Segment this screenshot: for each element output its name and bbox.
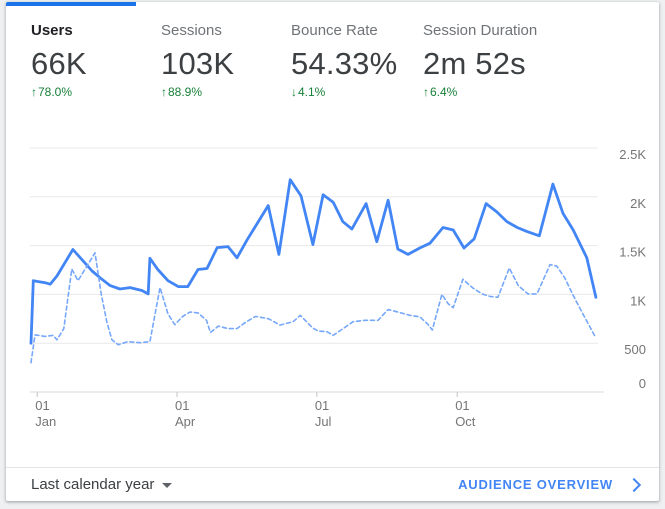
metric-value: 66K: [31, 46, 87, 81]
metric-delta: ↑78.0%: [31, 85, 87, 99]
metric-tab-sessions[interactable]: Sessions 103K ↑88.9%: [161, 22, 234, 99]
date-range-selector[interactable]: Last calendar year: [31, 476, 173, 493]
metric-label: Sessions: [161, 22, 222, 39]
metric-label: Bounce Rate: [291, 22, 378, 39]
chevron-right-icon: [626, 477, 642, 493]
metric-delta-value: 6.4%: [430, 85, 458, 99]
trend-up-icon: ↑: [423, 85, 429, 99]
metric-delta-value: 78.0%: [38, 85, 73, 99]
metric-delta-value: 88.9%: [168, 85, 203, 99]
trend-up-icon: ↑: [161, 85, 167, 99]
date-range-label: Last calendar year: [31, 476, 155, 493]
trend-down-icon: ↓: [291, 85, 297, 99]
metric-delta-value: 4.1%: [298, 85, 326, 99]
metric-tab-bounce-rate[interactable]: Bounce Rate 54.33% ↓4.1%: [291, 22, 397, 99]
card-footer: Last calendar year AUDIENCE OVERVIEW: [6, 467, 659, 501]
active-tab-indicator: [6, 2, 136, 6]
metric-delta: ↑6.4%: [423, 85, 537, 99]
audience-overview-link[interactable]: AUDIENCE OVERVIEW: [458, 477, 642, 493]
metric-delta: ↓4.1%: [291, 85, 397, 99]
metric-tab-session-duration[interactable]: Session Duration 2m 52s ↑6.4%: [423, 22, 537, 99]
metric-tab-users[interactable]: Users 66K ↑78.0%: [31, 22, 87, 99]
metric-value: 2m 52s: [423, 46, 526, 81]
audience-overview-card: Users 66K ↑78.0% Sessions 103K ↑88.9% Bo…: [6, 2, 659, 501]
dropdown-caret-icon: [162, 483, 173, 488]
metric-label: Session Duration: [423, 22, 538, 39]
metric-value: 103K: [161, 46, 235, 81]
trend-up-icon: ↑: [31, 85, 37, 99]
audience-overview-link-label: AUDIENCE OVERVIEW: [458, 477, 613, 492]
metric-value: 54.33%: [291, 46, 398, 81]
metric-label: Users: [31, 22, 73, 39]
metric-delta: ↑88.9%: [161, 85, 234, 99]
